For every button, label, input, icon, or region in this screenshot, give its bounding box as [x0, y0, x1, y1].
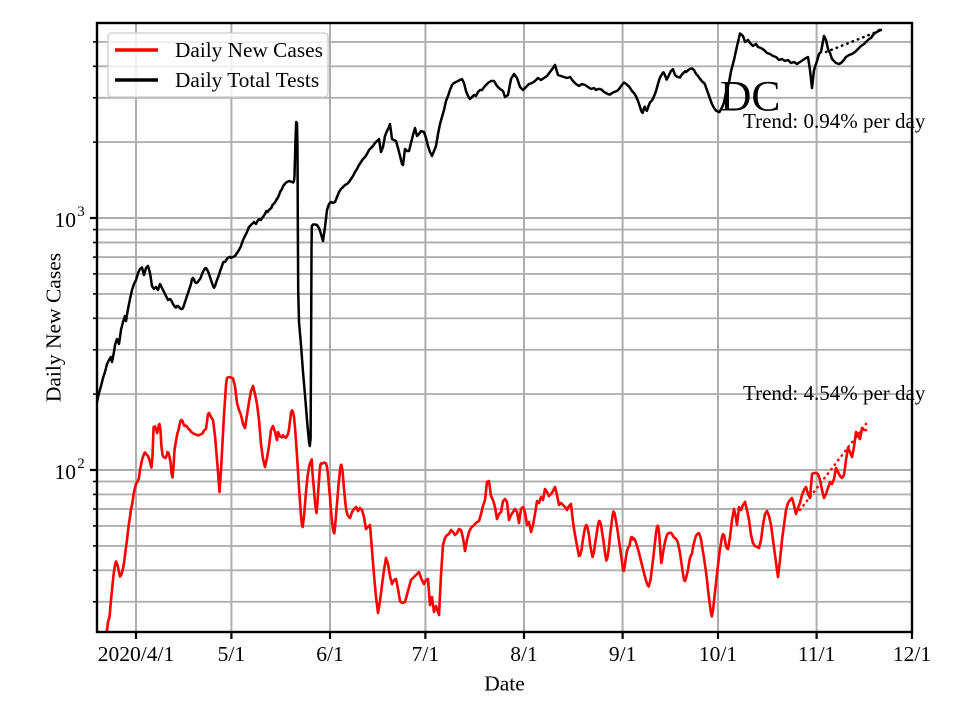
svg-text:7/1: 7/1 [412, 642, 439, 666]
svg-text:2: 2 [77, 456, 85, 472]
svg-text:Trend: 0.94% per day: Trend: 0.94% per day [743, 109, 926, 133]
svg-text:12/1: 12/1 [893, 642, 931, 666]
svg-text:DC: DC [720, 73, 780, 121]
svg-text:10/1: 10/1 [699, 642, 737, 666]
svg-text:Daily Total Tests: Daily Total Tests [175, 68, 319, 92]
svg-text:Date: Date [484, 672, 525, 696]
svg-text:10: 10 [54, 208, 76, 232]
svg-text:Daily New Cases: Daily New Cases [42, 253, 66, 402]
svg-text:10: 10 [54, 460, 76, 484]
svg-text:3: 3 [77, 204, 85, 220]
svg-text:9/1: 9/1 [609, 642, 636, 666]
svg-text:Daily New Cases: Daily New Cases [175, 38, 323, 62]
svg-text:5/1: 5/1 [218, 642, 245, 666]
svg-text:11/1: 11/1 [798, 642, 835, 666]
svg-text:Trend: 4.54% per day: Trend: 4.54% per day [743, 381, 926, 405]
svg-text:6/1: 6/1 [316, 642, 343, 666]
svg-text:8/1: 8/1 [510, 642, 537, 666]
svg-text:2020/4/1: 2020/4/1 [98, 642, 174, 666]
